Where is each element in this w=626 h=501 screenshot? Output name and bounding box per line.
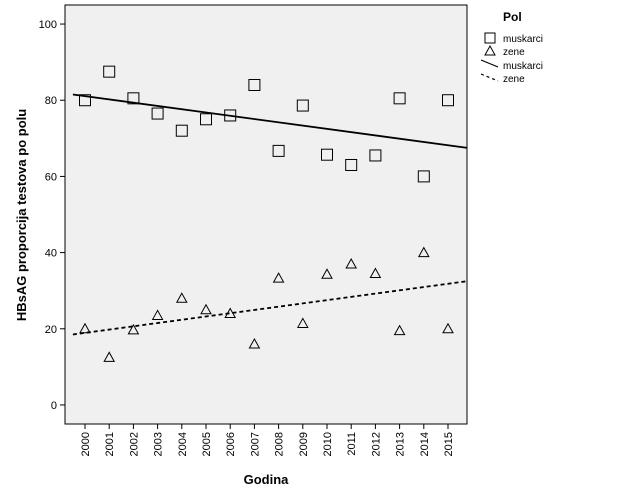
x-tick-label: 2005 — [201, 432, 213, 456]
x-tick-label: 2002 — [128, 432, 140, 456]
point-muskarci — [127, 92, 140, 105]
y-tick-label: 100 — [39, 19, 57, 31]
x-axis: 2000 2001 2002 2003 2004 2005 2006 2007 2008 2009… — [80, 424, 455, 456]
point-zene — [103, 351, 116, 362]
x-tick-label: 2012 — [370, 432, 382, 456]
legend-solid-line — [480, 59, 499, 68]
legend-dashed-line — [480, 73, 499, 82]
y-tick-label: 60 — [45, 171, 57, 183]
x-tick-label: 2011 — [346, 432, 358, 456]
point-zene — [345, 257, 358, 269]
x-tick-label: 2000 — [80, 432, 92, 456]
x-tick-label: 2008 — [274, 432, 286, 456]
point-zene — [393, 324, 406, 336]
point-muskarci — [224, 109, 237, 122]
legend-label-zene-line: zene — [503, 74, 525, 85]
x-tick-label: 2013 — [395, 432, 407, 456]
x-tick-label: 2014 — [419, 432, 431, 456]
legend-title: Pol — [503, 10, 522, 24]
point-muskarci — [369, 149, 382, 162]
point-zene — [442, 322, 454, 334]
point-muskarci — [345, 158, 358, 171]
point-zene — [151, 309, 164, 320]
point-zene — [224, 307, 237, 319]
x-tick-label: 2003 — [153, 432, 165, 456]
x-tick-label: 2010 — [322, 432, 334, 456]
x-tick-label: 2009 — [298, 432, 310, 456]
x-tick-label: 2015 — [443, 432, 455, 456]
legend-label-zene-marker: zene — [503, 47, 525, 58]
point-muskarci — [200, 113, 212, 126]
y-tick-label: 20 — [45, 324, 57, 336]
y-tick-label: 40 — [45, 248, 57, 260]
legend: Pol muskarci zene muskarci zene — [480, 10, 543, 85]
point-zene — [175, 292, 188, 303]
x-tick-label: 2007 — [249, 432, 261, 456]
legend-triangle-marker — [484, 44, 496, 56]
y-axis: 0 20 40 60 80 100 — [39, 19, 65, 412]
point-zene — [369, 267, 382, 279]
point-muskarci — [296, 99, 309, 112]
data-points — [79, 65, 454, 362]
point-zene — [321, 268, 333, 279]
plot-area — [64, 4, 468, 425]
point-muskarci — [151, 107, 164, 120]
y-tick-label: 80 — [45, 95, 57, 107]
legend-label-muskarci-line: muskarci — [503, 61, 543, 72]
y-axis-title: HBsAG proporcija testova po polu — [14, 109, 29, 321]
point-zene — [127, 323, 140, 335]
point-zene — [417, 246, 430, 258]
point-muskarci — [321, 148, 333, 161]
point-zene — [248, 337, 261, 349]
point-muskarci — [272, 144, 285, 157]
point-zene — [272, 272, 285, 283]
point-muskarci — [248, 78, 261, 91]
point-zene — [79, 322, 91, 334]
point-muskarci — [393, 92, 406, 105]
legend-label-muskarci-marker: muskarci — [503, 34, 543, 45]
x-axis-title: Godina — [244, 472, 290, 487]
point-zene — [296, 317, 309, 328]
point-muskarci — [442, 94, 454, 107]
point-muskarci — [103, 65, 116, 78]
legend-square-marker — [484, 32, 496, 44]
x-tick-label: 2001 — [104, 432, 116, 456]
point-muskarci — [175, 124, 188, 137]
fit-line-zene — [72, 280, 468, 336]
x-tick-label: 2006 — [225, 432, 237, 456]
point-muskarci — [79, 94, 91, 107]
x-tick-label: 2004 — [177, 432, 189, 456]
point-zene — [200, 303, 212, 315]
y-tick-label: 0 — [51, 400, 57, 412]
point-muskarci — [417, 170, 430, 183]
